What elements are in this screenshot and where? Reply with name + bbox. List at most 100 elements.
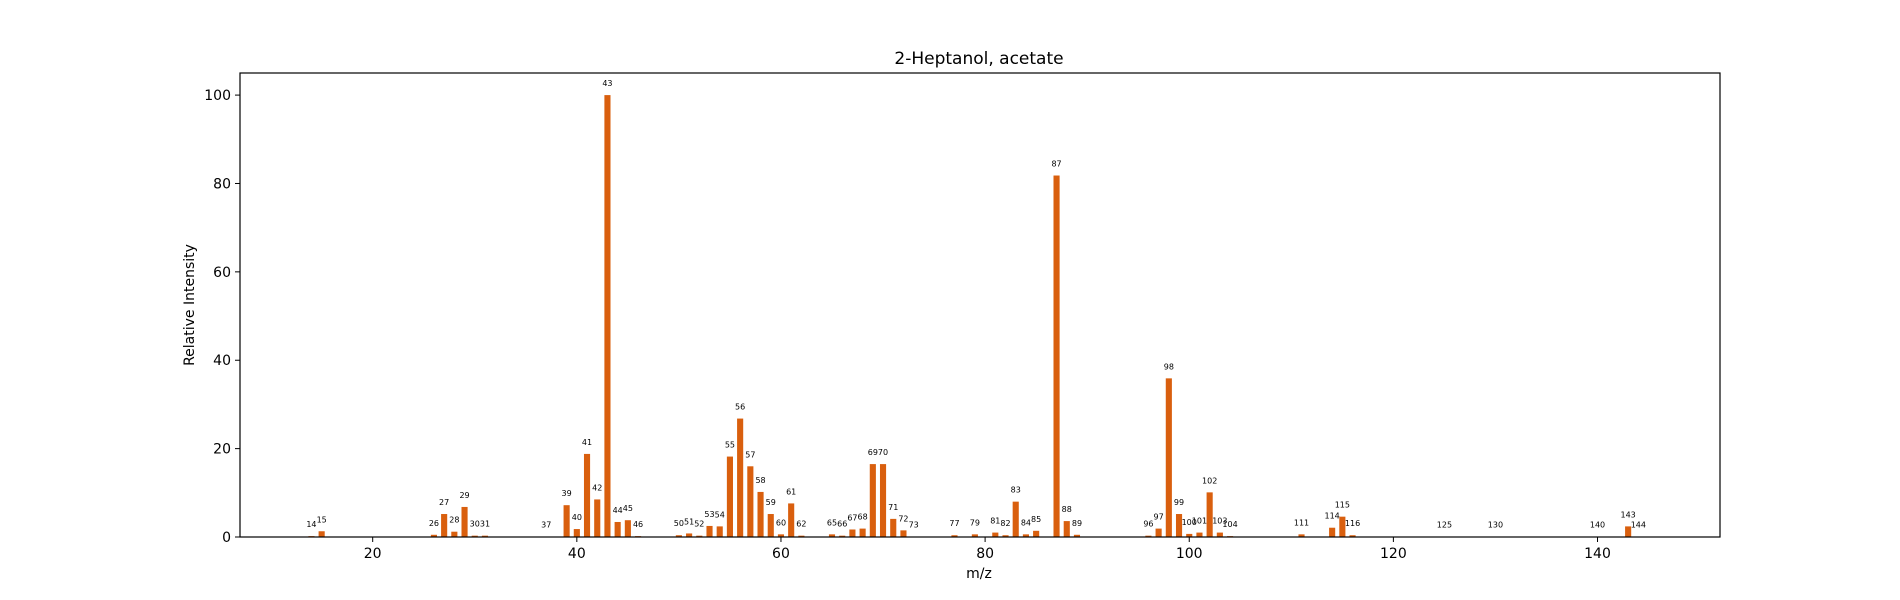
bar-label-mz-43: 43 xyxy=(602,79,612,88)
bar-label-mz-111: 111 xyxy=(1294,518,1309,527)
bar-mz-58 xyxy=(757,491,764,537)
bar-label-mz-37: 37 xyxy=(541,521,551,530)
bar-mz-87 xyxy=(1053,175,1060,537)
bar-mz-72 xyxy=(900,530,907,537)
bar-mz-31 xyxy=(481,535,489,537)
bar-mz-59 xyxy=(767,514,774,537)
bar-label-mz-70: 70 xyxy=(878,448,888,457)
bar-label-mz-102: 102 xyxy=(1202,476,1217,485)
bar-label-mz-99: 99 xyxy=(1174,498,1184,507)
bar-label-mz-65: 65 xyxy=(827,518,837,527)
bar-mz-54 xyxy=(716,526,723,537)
bar-mz-65 xyxy=(828,534,836,537)
bar-label-mz-115: 115 xyxy=(1335,501,1350,510)
bar-mz-77 xyxy=(951,535,958,537)
bar-label-mz-130: 130 xyxy=(1488,521,1503,530)
bar-label-mz-116: 116 xyxy=(1345,519,1360,528)
bar-mz-89 xyxy=(1073,534,1081,537)
bars-group xyxy=(308,95,1642,537)
bar-mz-27 xyxy=(441,514,448,537)
x-tick-label: 80 xyxy=(976,546,994,562)
chart-title: 2-Heptanol, acetate xyxy=(894,49,1063,69)
bar-label-mz-31: 31 xyxy=(480,520,490,529)
bar-label-mz-98: 98 xyxy=(1164,362,1174,371)
bar-label-mz-51: 51 xyxy=(684,517,694,526)
y-tick-label: 80 xyxy=(213,176,231,192)
bar-mz-98 xyxy=(1165,378,1172,537)
bar-mz-114 xyxy=(1329,527,1336,537)
bar-label-mz-140: 140 xyxy=(1590,521,1605,530)
bar-label-mz-73: 73 xyxy=(909,521,919,530)
y-axis: 0 20 40 60 80 100 xyxy=(204,88,240,546)
bar-label-mz-87: 87 xyxy=(1051,160,1061,169)
bar-label-mz-40: 40 xyxy=(572,513,582,522)
bar-mz-41 xyxy=(583,453,591,537)
bar-mz-102 xyxy=(1206,492,1213,537)
bar-label-mz-143: 143 xyxy=(1620,510,1635,519)
bar-mz-101 xyxy=(1196,532,1203,537)
bar-label-mz-79: 79 xyxy=(970,518,980,527)
bar-label-mz-45: 45 xyxy=(623,504,633,513)
bar-label-mz-71: 71 xyxy=(888,503,898,512)
bar-label-mz-144: 144 xyxy=(1631,521,1646,530)
bar-label-mz-57: 57 xyxy=(745,450,755,459)
bar-mz-82 xyxy=(1002,535,1009,537)
bar-mz-83 xyxy=(1012,501,1019,537)
bar-label-mz-66: 66 xyxy=(837,520,847,529)
bar-mz-66 xyxy=(839,535,846,537)
bar-label-mz-55: 55 xyxy=(725,441,735,450)
bar-mz-56 xyxy=(737,418,744,537)
bar-label-mz-100: 100 xyxy=(1182,518,1197,527)
bar-mz-85 xyxy=(1033,530,1040,537)
bar-mz-51 xyxy=(686,533,693,537)
bar-label-mz-30: 30 xyxy=(470,520,480,529)
bar-mz-84 xyxy=(1022,534,1029,537)
bar-label-mz-62: 62 xyxy=(796,520,806,529)
bar-label-mz-15: 15 xyxy=(317,515,327,524)
bar-label-mz-104: 104 xyxy=(1222,520,1237,529)
bar-mz-88 xyxy=(1063,521,1070,537)
bar-label-mz-27: 27 xyxy=(439,498,449,507)
bar-label-mz-39: 39 xyxy=(562,489,572,498)
bar-mz-67 xyxy=(849,529,856,537)
y-tick-label: 20 xyxy=(213,442,231,458)
bar-label-mz-97: 97 xyxy=(1154,513,1164,522)
bar-label-mz-29: 29 xyxy=(459,491,469,500)
bar-mz-79 xyxy=(971,534,978,537)
y-axis-label: Relative Intensity xyxy=(182,244,198,366)
bar-mz-53 xyxy=(706,525,713,537)
x-tick-label: 20 xyxy=(364,546,382,562)
bar-mz-26 xyxy=(430,534,437,537)
bar-mz-57 xyxy=(747,466,754,537)
plot-frame xyxy=(239,72,1721,538)
bar-mz-40 xyxy=(573,529,580,537)
bar-mz-143 xyxy=(1625,526,1632,537)
bar-label-mz-114: 114 xyxy=(1324,512,1339,521)
x-tick-label: 100 xyxy=(1176,546,1203,562)
bar-mz-61 xyxy=(788,503,795,537)
bar-mz-52 xyxy=(696,535,703,537)
y-tick-label: 100 xyxy=(204,88,231,104)
x-axis: 20 40 60 80 100 120 140 xyxy=(364,537,1611,562)
y-tick-label: 40 xyxy=(213,353,231,369)
bar-mz-97 xyxy=(1155,528,1162,537)
bar-label-mz-46: 46 xyxy=(633,520,643,529)
bar-label-mz-44: 44 xyxy=(613,506,623,515)
bar-mz-115 xyxy=(1339,516,1346,537)
bar-label-mz-88: 88 xyxy=(1062,505,1072,514)
bar-mz-30 xyxy=(471,535,478,537)
bar-label-mz-50: 50 xyxy=(674,519,684,528)
bar-label-mz-69: 69 xyxy=(868,448,878,457)
bar-label-mz-72: 72 xyxy=(898,514,908,523)
bar-label-mz-82: 82 xyxy=(1000,519,1010,528)
bar-label-mz-52: 52 xyxy=(694,520,704,529)
x-tick-label: 40 xyxy=(568,546,586,562)
bar-mz-99 xyxy=(1175,514,1183,537)
y-tick-label: 0 xyxy=(222,530,231,546)
bar-label-mz-77: 77 xyxy=(949,519,959,528)
bar-label-mz-26: 26 xyxy=(429,519,439,528)
bar-label-mz-84: 84 xyxy=(1021,518,1031,527)
bar-mz-44 xyxy=(614,521,621,537)
x-tick-label: 140 xyxy=(1584,546,1611,562)
